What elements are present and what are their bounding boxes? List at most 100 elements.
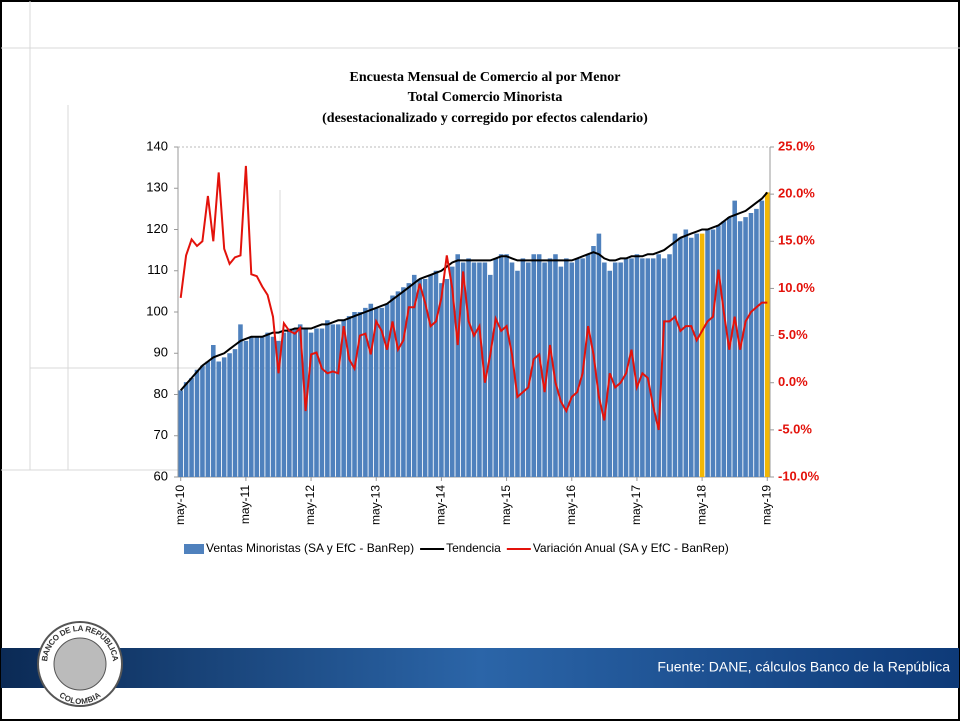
bar bbox=[178, 390, 183, 477]
bar bbox=[645, 258, 651, 477]
bar bbox=[417, 279, 422, 477]
bar bbox=[265, 332, 270, 477]
bar bbox=[558, 266, 564, 477]
bar bbox=[330, 324, 336, 477]
bar bbox=[335, 324, 341, 477]
x-tick-label: may-15 bbox=[499, 485, 513, 525]
bar bbox=[574, 258, 580, 477]
bar bbox=[433, 270, 439, 477]
bar bbox=[596, 233, 602, 477]
y2-tick-label: -5.0% bbox=[778, 421, 812, 436]
bar bbox=[314, 328, 319, 477]
bar bbox=[612, 262, 618, 477]
bar bbox=[694, 233, 699, 477]
bar bbox=[346, 316, 352, 477]
bar bbox=[455, 254, 460, 477]
bar bbox=[401, 287, 406, 477]
bar bbox=[406, 283, 412, 477]
bar bbox=[661, 258, 667, 477]
y-tick-label: 100 bbox=[146, 303, 168, 318]
bar bbox=[276, 340, 281, 477]
bar bbox=[564, 258, 569, 477]
x-tick-label: may-11 bbox=[238, 485, 252, 524]
bar bbox=[352, 312, 357, 477]
x-tick-label: may-10 bbox=[173, 485, 187, 525]
bar bbox=[287, 328, 292, 477]
y2-tick-label: 25.0% bbox=[778, 138, 815, 153]
chart-title: Encuesta Mensual de Comercio al por Meno… bbox=[322, 70, 648, 126]
bar bbox=[683, 229, 689, 477]
y-tick-label: 90 bbox=[154, 345, 168, 360]
bar bbox=[656, 254, 661, 477]
x-tick-label: may-19 bbox=[759, 485, 773, 525]
bar bbox=[249, 336, 254, 477]
x-tick-label: may-18 bbox=[694, 485, 708, 525]
bar bbox=[460, 262, 466, 477]
bar bbox=[189, 378, 194, 477]
bar bbox=[618, 262, 623, 477]
y2-tick-label: 5.0% bbox=[778, 327, 808, 342]
bar bbox=[221, 357, 227, 477]
bar bbox=[504, 254, 509, 477]
bar bbox=[444, 279, 450, 477]
bar bbox=[422, 279, 428, 477]
bar bbox=[254, 336, 260, 477]
bar bbox=[629, 258, 634, 477]
bar bbox=[183, 382, 189, 477]
bar bbox=[211, 345, 216, 477]
bar bbox=[678, 237, 683, 477]
logo: BANCO DE LA REPÚBLICA COLOMBIA bbox=[37, 621, 123, 707]
bar bbox=[428, 274, 433, 477]
bar bbox=[640, 258, 645, 477]
bar bbox=[390, 295, 395, 477]
bar bbox=[754, 208, 759, 477]
bar bbox=[379, 307, 384, 477]
bar bbox=[623, 258, 629, 477]
bar bbox=[232, 349, 238, 477]
bar bbox=[542, 262, 547, 477]
bar bbox=[515, 270, 520, 477]
line-series bbox=[179, 165, 768, 431]
bar bbox=[357, 312, 363, 477]
y-tick-label: 80 bbox=[154, 386, 168, 401]
bar bbox=[384, 303, 390, 477]
bar bbox=[585, 254, 591, 477]
bar bbox=[363, 307, 368, 477]
bar bbox=[466, 258, 471, 477]
bar bbox=[477, 262, 482, 477]
footer-band bbox=[1, 648, 959, 688]
bar bbox=[569, 262, 575, 477]
bar bbox=[547, 258, 553, 477]
bar bbox=[650, 258, 656, 477]
bar bbox=[705, 229, 710, 477]
bar bbox=[531, 254, 537, 477]
legend-swatch bbox=[184, 544, 204, 554]
bar bbox=[743, 217, 748, 477]
x-tick-label: may-13 bbox=[368, 485, 382, 525]
bar bbox=[688, 237, 694, 477]
bar bbox=[667, 254, 672, 477]
bar bbox=[308, 332, 314, 477]
bar bbox=[748, 213, 754, 477]
decor-lines bbox=[1, 1, 960, 471]
x-tick-label: may-14 bbox=[434, 485, 448, 525]
legend-label: Ventas Minoristas (SA y EfC - BanRep) bbox=[206, 541, 414, 555]
y-tick-label: 120 bbox=[146, 221, 168, 236]
bar bbox=[553, 254, 558, 477]
title-line: Encuesta Mensual de Comercio al por Meno… bbox=[350, 70, 621, 85]
bar bbox=[194, 369, 200, 477]
bar bbox=[238, 324, 243, 477]
source-note: Fuente: DANE, cálculos Banco de la Repúb… bbox=[657, 659, 950, 675]
bar bbox=[270, 336, 276, 477]
bar bbox=[493, 258, 499, 477]
title-line: (desestacionalizado y corregido por efec… bbox=[322, 111, 648, 126]
y-tick-label: 60 bbox=[154, 468, 168, 483]
bar bbox=[602, 262, 607, 477]
y2-tick-label: 20.0% bbox=[778, 186, 815, 201]
bar bbox=[216, 361, 222, 477]
y-tick-label: 140 bbox=[146, 138, 168, 153]
bar bbox=[520, 258, 526, 477]
bar bbox=[699, 233, 705, 477]
bar bbox=[449, 266, 455, 477]
y2-tick-label: 15.0% bbox=[778, 233, 815, 248]
